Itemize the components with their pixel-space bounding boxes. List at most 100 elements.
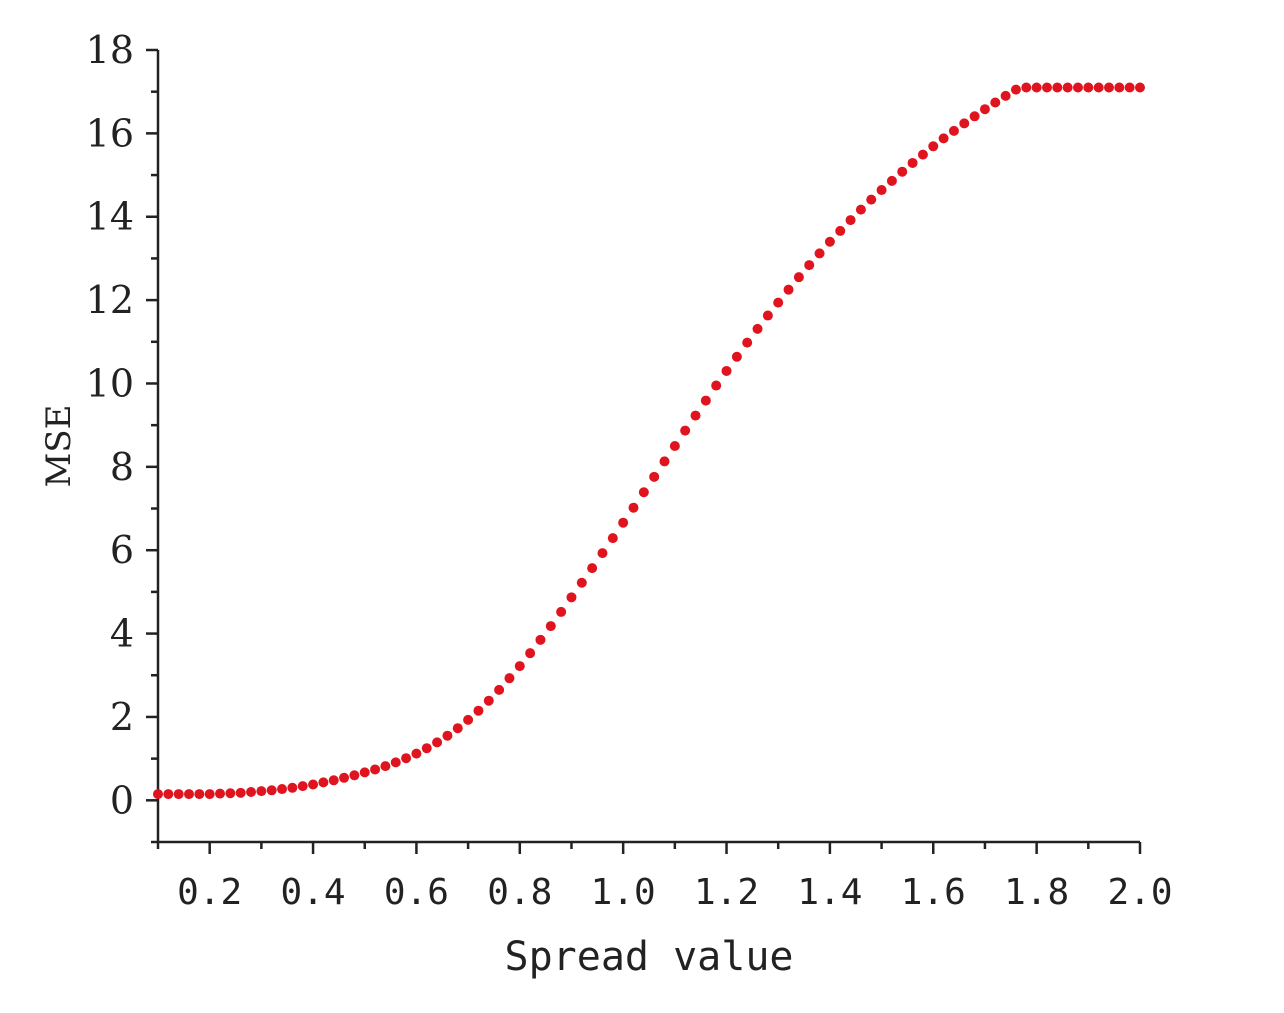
data-point bbox=[990, 97, 1001, 108]
data-point bbox=[504, 673, 515, 684]
data-point bbox=[246, 786, 257, 797]
y-tick-label: 10 bbox=[86, 361, 134, 405]
data-point bbox=[1114, 82, 1125, 93]
tick-labels: 0 2 4 6 8 10 12 14 16 18 0.2 0.4 0.6 0.8 1.0 1.2 1.4 1.6 1… bbox=[86, 28, 1173, 913]
data-point bbox=[545, 621, 556, 632]
data-point bbox=[628, 502, 639, 513]
data-points bbox=[153, 82, 1145, 800]
data-point bbox=[700, 395, 711, 406]
data-point bbox=[783, 284, 794, 295]
data-point bbox=[979, 104, 990, 115]
data-point bbox=[576, 577, 587, 588]
data-point bbox=[256, 786, 267, 797]
data-point bbox=[1124, 82, 1135, 93]
data-point bbox=[721, 365, 732, 376]
data-point bbox=[917, 149, 928, 160]
data-point bbox=[1021, 82, 1032, 93]
data-point bbox=[928, 141, 939, 152]
y-axis-title: MSE bbox=[39, 405, 79, 488]
data-point bbox=[225, 788, 236, 799]
y-tick-label: 14 bbox=[86, 195, 134, 239]
data-point bbox=[308, 779, 319, 790]
data-point bbox=[153, 789, 163, 800]
x-tick-label: 1.4 bbox=[797, 872, 862, 913]
data-point bbox=[452, 723, 463, 734]
data-point bbox=[793, 272, 804, 283]
data-point bbox=[401, 753, 412, 764]
y-tick-label: 12 bbox=[86, 278, 134, 322]
data-point bbox=[277, 784, 288, 795]
data-point bbox=[163, 789, 174, 800]
data-point bbox=[235, 787, 246, 798]
y-tick-label: 6 bbox=[110, 528, 134, 572]
data-point bbox=[959, 118, 970, 129]
data-point bbox=[742, 337, 753, 348]
data-point bbox=[638, 487, 649, 498]
data-point bbox=[876, 185, 887, 196]
data-point bbox=[855, 204, 866, 215]
ticks bbox=[146, 48, 1142, 854]
data-point bbox=[938, 133, 949, 144]
data-point bbox=[690, 410, 701, 421]
data-point bbox=[556, 606, 567, 617]
data-point bbox=[731, 351, 742, 362]
data-point bbox=[1072, 82, 1083, 93]
axes bbox=[156, 50, 1140, 844]
x-tick-label: 0.4 bbox=[281, 872, 346, 913]
x-tick-label: 1.0 bbox=[591, 872, 656, 913]
data-point bbox=[948, 125, 959, 136]
x-tick-label: 1.6 bbox=[901, 872, 966, 913]
data-point bbox=[969, 111, 980, 122]
data-point bbox=[752, 323, 763, 334]
data-point bbox=[711, 380, 722, 391]
data-point bbox=[411, 748, 422, 759]
x-tick-label: 2.0 bbox=[1107, 872, 1172, 913]
data-point bbox=[339, 772, 350, 783]
data-point bbox=[1083, 82, 1094, 93]
data-point bbox=[328, 775, 339, 786]
data-point bbox=[804, 260, 815, 271]
data-point bbox=[442, 730, 453, 741]
data-point bbox=[773, 297, 784, 308]
data-point bbox=[390, 757, 401, 768]
x-tick-label: 0.6 bbox=[384, 872, 449, 913]
data-point bbox=[421, 743, 432, 754]
data-point bbox=[680, 425, 691, 436]
data-point bbox=[835, 225, 846, 236]
data-point bbox=[587, 563, 598, 574]
data-point bbox=[1010, 84, 1021, 95]
data-point bbox=[1052, 82, 1063, 93]
data-point bbox=[184, 789, 195, 800]
data-point bbox=[463, 714, 474, 725]
x-axis-title: Spread value bbox=[505, 934, 794, 980]
data-point bbox=[194, 789, 205, 800]
data-point bbox=[266, 785, 277, 796]
x-tick-label: 1.2 bbox=[694, 872, 759, 913]
data-point bbox=[607, 533, 618, 544]
data-point bbox=[845, 215, 856, 226]
data-point bbox=[814, 248, 825, 259]
data-point bbox=[649, 471, 660, 482]
data-point bbox=[370, 764, 381, 775]
data-point bbox=[287, 782, 298, 793]
y-tick-label: 2 bbox=[110, 695, 134, 739]
data-point bbox=[359, 767, 370, 778]
data-point bbox=[1135, 82, 1145, 93]
y-tick-label: 16 bbox=[86, 111, 134, 155]
y-tick-label: 4 bbox=[110, 612, 134, 656]
data-point bbox=[1041, 82, 1052, 93]
data-point bbox=[535, 634, 546, 645]
y-tick-label: 8 bbox=[110, 445, 134, 489]
data-point bbox=[1093, 82, 1104, 93]
data-point bbox=[215, 788, 226, 799]
data-point bbox=[597, 548, 608, 559]
data-point bbox=[618, 517, 629, 528]
data-point bbox=[907, 157, 918, 168]
data-point bbox=[483, 695, 494, 706]
data-point bbox=[173, 789, 184, 800]
data-point bbox=[566, 592, 577, 603]
x-tick-label: 0.2 bbox=[177, 872, 242, 913]
data-point bbox=[1062, 82, 1073, 93]
x-tick-label: 1.8 bbox=[1004, 872, 1069, 913]
